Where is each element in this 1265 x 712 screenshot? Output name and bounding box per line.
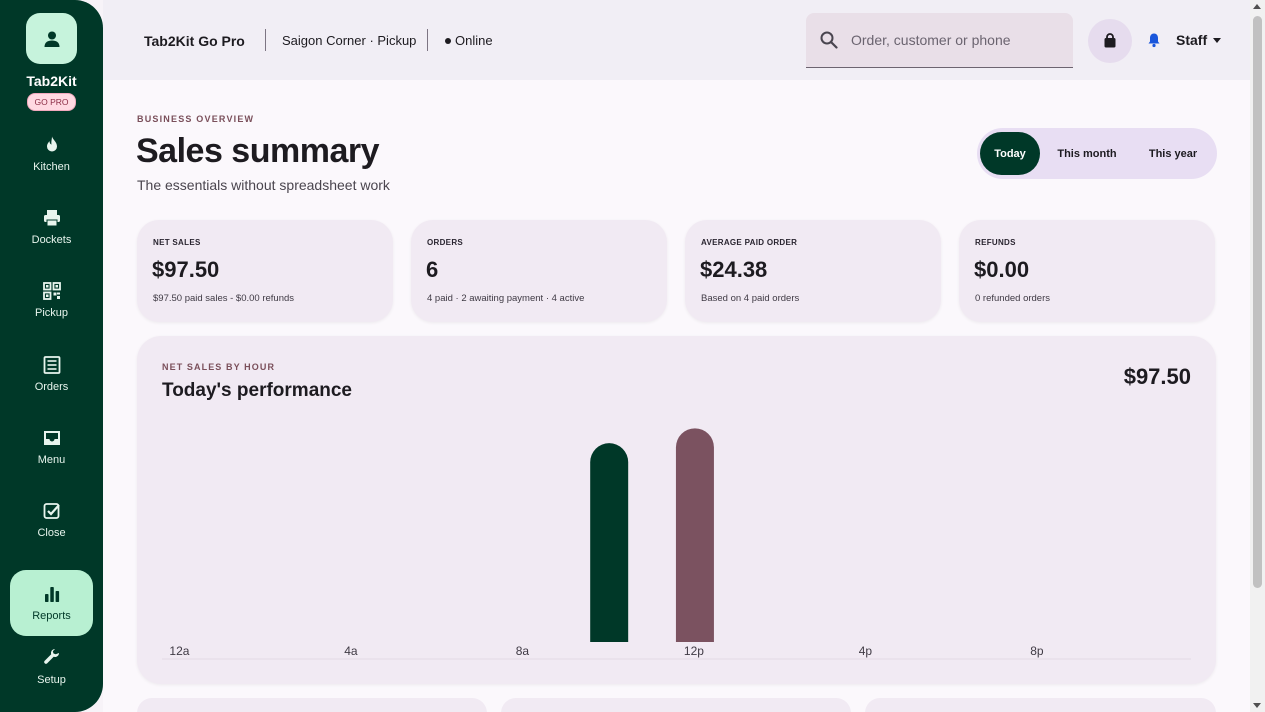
scroll-thumb[interactable]	[1253, 16, 1262, 588]
search-input[interactable]	[851, 32, 1051, 48]
sidebar-item-label: Setup	[37, 674, 66, 686]
sidebar-item-label: Pickup	[34, 307, 69, 319]
x-tick-label: 4p	[859, 644, 873, 658]
kpi-label: ORDERS	[427, 238, 464, 247]
kpi-note: Based on 4 paid orders	[701, 293, 800, 304]
search-icon	[820, 31, 838, 49]
x-tick-label: 4a	[344, 644, 358, 658]
notifications-button[interactable]	[1146, 32, 1162, 53]
range-month-button[interactable]: This month	[1057, 147, 1117, 160]
scroll-down-arrow[interactable]	[1253, 703, 1261, 708]
sidebar-item-label: Menu	[37, 454, 66, 466]
sales-chart-card: NET SALES BY HOUR Today's performance $9…	[137, 336, 1216, 684]
sidebar-item-dockets[interactable]: Dockets	[10, 194, 93, 260]
caret-down-icon	[1213, 37, 1222, 43]
kpi-card-average-order: AVERAGE PAID ORDER $24.38 Based on 4 pai…	[685, 220, 941, 322]
kpi-label: REFUNDS	[975, 238, 1016, 247]
range-today-button[interactable]: Today	[980, 132, 1040, 175]
divider	[427, 29, 428, 51]
kpi-label: AVERAGE PAID ORDER	[701, 238, 798, 247]
sidebar-item-label: Kitchen	[33, 161, 70, 173]
sidebar-item-label: Reports	[32, 610, 71, 622]
printer-icon	[43, 210, 60, 227]
kpi-card-refunds: REFUNDS $0.00 0 refunded orders	[959, 220, 1215, 322]
sidebar-item-label: Orders	[34, 381, 69, 393]
chart-title: Today's performance	[162, 380, 352, 401]
date-range-toggle: Today This month This year	[977, 128, 1217, 179]
kpi-note: 0 refunded orders	[975, 293, 1050, 304]
bell-icon	[1148, 33, 1160, 48]
bottom-card	[865, 698, 1216, 712]
main-content: BUSINESS OVERVIEW Sales summary The esse…	[103, 80, 1250, 712]
page-eyebrow: BUSINESS OVERVIEW	[137, 114, 255, 124]
bag-button[interactable]	[1088, 19, 1132, 63]
x-tick-label: 8p	[1030, 644, 1044, 658]
status-dot	[445, 37, 451, 44]
chart-bar-hour-12[interactable]	[675, 428, 714, 642]
page-title: Sales summary	[136, 132, 380, 170]
sidebar-item-kitchen[interactable]: Kitchen	[10, 121, 93, 187]
chart-bar-hour-10[interactable]	[590, 443, 629, 642]
sidebar-item-label: Close	[37, 527, 66, 539]
pro-badge: GO PRO	[27, 93, 76, 111]
location-label[interactable]: Saigon Corner · Pickup	[282, 33, 417, 48]
x-tick-label: 12a	[169, 644, 189, 658]
kpi-card-orders: ORDERS 6 4 paid · 2 awaiting payment · 4…	[411, 220, 667, 322]
sales-by-hour-chart: 12a 4a 8a 12p 4p 8p	[162, 428, 1191, 660]
kpi-label: NET SALES	[153, 238, 201, 247]
status-label: Online	[455, 33, 493, 48]
sidebar-item-label: Dockets	[31, 234, 72, 246]
sidebar-item-close[interactable]: Close	[10, 487, 93, 553]
list-icon	[43, 356, 60, 374]
shopping-bag-icon	[1104, 33, 1116, 48]
search-box[interactable]	[806, 13, 1073, 68]
flame-icon	[46, 136, 57, 152]
kpi-note: $97.50 paid sales - $0.00 refunds	[153, 293, 295, 304]
app-title: Tab2Kit Go Pro	[144, 33, 245, 49]
scroll-up-arrow[interactable]	[1253, 4, 1261, 9]
chart-total: $97.50	[1123, 364, 1191, 389]
wrench-icon	[43, 648, 59, 664]
person-icon	[44, 31, 59, 47]
kpi-value: 6	[426, 257, 439, 282]
sidebar-item-setup[interactable]: Setup	[10, 634, 93, 700]
kpi-value: $97.50	[152, 257, 220, 282]
sidebar-item-orders[interactable]: Orders	[10, 341, 93, 407]
page-subtitle: The essentials without spreadsheet work	[137, 177, 390, 193]
kpi-card-net-sales: NET SALES $97.50 $97.50 paid sales - $0.…	[137, 220, 393, 322]
chart-eyebrow: NET SALES BY HOUR	[162, 362, 276, 372]
status-indicator: Online	[445, 33, 493, 48]
inbox-icon	[43, 431, 60, 445]
sidebar-item-reports[interactable]: Reports	[10, 570, 93, 636]
top-bar: Tab2Kit Go Pro Saigon Corner · Pickup On…	[103, 0, 1250, 80]
kpi-value: $0.00	[974, 257, 1030, 282]
bottom-card	[137, 698, 487, 712]
bottom-card	[501, 698, 851, 712]
user-menu[interactable]: Staff	[1176, 32, 1222, 48]
bar-chart-icon	[44, 587, 59, 602]
kpi-note: 4 paid · 2 awaiting payment · 4 active	[427, 293, 585, 304]
user-name: Staff	[1176, 32, 1208, 48]
qr-code-icon	[42, 282, 61, 300]
kpi-value: $24.38	[700, 257, 768, 282]
sidebar-item-menu[interactable]: Menu	[10, 414, 93, 480]
brand-name: Tab2Kit	[26, 73, 77, 89]
page-scrollbar[interactable]	[1250, 0, 1265, 712]
x-tick-label: 12p	[684, 644, 704, 658]
brand-avatar[interactable]	[26, 13, 77, 64]
sidebar-item-pickup[interactable]: Pickup	[10, 267, 93, 333]
divider	[265, 29, 266, 51]
check-square-icon	[43, 503, 60, 519]
range-year-button[interactable]: This year	[1148, 147, 1198, 160]
x-tick-label: 8a	[516, 644, 530, 658]
